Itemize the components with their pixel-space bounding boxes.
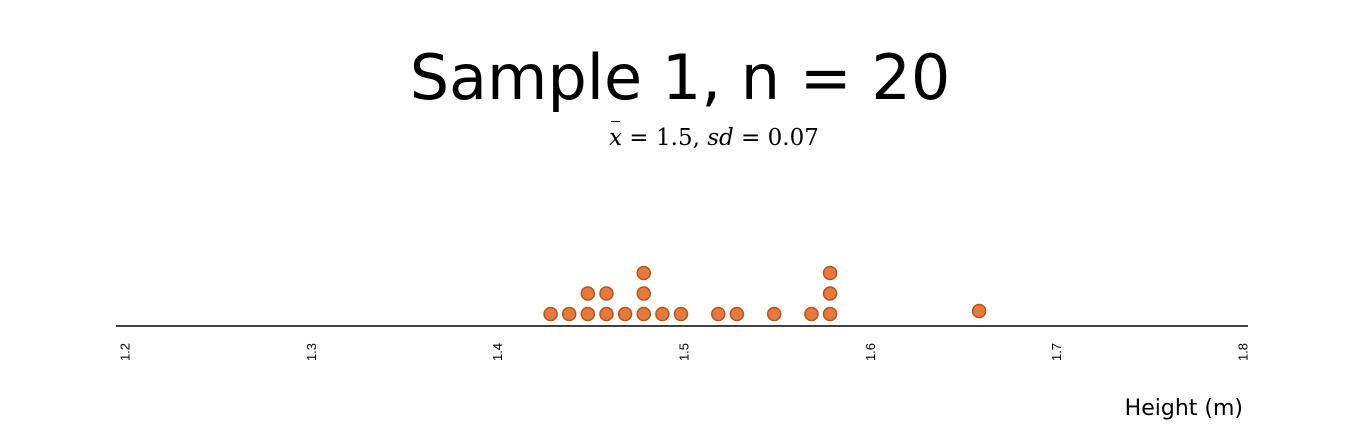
x-tick-label: 1.3 (304, 343, 319, 361)
x-tick-label: 1.8 (1235, 343, 1250, 361)
x-tick-label: 1.2 (117, 343, 132, 361)
chart-title: Sample 1, n = 20 (409, 41, 951, 114)
data-point (636, 265, 651, 281)
data-point (822, 265, 838, 281)
data-point (543, 306, 558, 322)
data-point (822, 306, 838, 322)
sd-value: = 0.07 (733, 125, 819, 151)
data-point (711, 306, 726, 322)
data-point (599, 286, 614, 301)
data-point (636, 286, 651, 301)
data-point (617, 306, 633, 322)
data-point (729, 306, 745, 322)
data-point (655, 306, 670, 322)
data-point (599, 306, 614, 322)
data-point (673, 306, 689, 322)
data-point (561, 306, 577, 322)
data-point (580, 306, 596, 322)
sd-symbol: sd (707, 125, 734, 151)
data-point (636, 306, 651, 322)
x-tick-label: 1.5 (676, 343, 691, 361)
x-tick-label: 1.7 (1049, 343, 1064, 361)
x-axis-ticks: 1.2 1.3 1.4 1.5 1.6 1.7 1.8 (117, 343, 1250, 361)
x-tick-label: 1.4 (490, 343, 505, 361)
data-point (580, 286, 596, 301)
mean-value: = 1.5, (622, 125, 708, 151)
x-tick-label: 1.6 (863, 343, 878, 361)
data-point (766, 306, 782, 322)
chart-subtitle: x = 1.5, sd = 0.07 (0, 118, 1360, 158)
data-point (971, 303, 987, 319)
x-axis-title: Height (m) (1125, 396, 1243, 421)
data-point (822, 286, 838, 301)
mean-symbol: x (609, 118, 622, 158)
data-points (543, 265, 987, 322)
data-point (804, 306, 819, 322)
